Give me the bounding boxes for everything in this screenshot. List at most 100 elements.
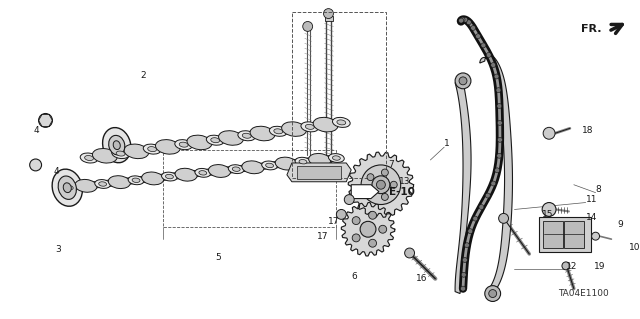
Circle shape bbox=[323, 9, 333, 19]
Circle shape bbox=[470, 26, 476, 30]
Ellipse shape bbox=[187, 135, 212, 150]
Circle shape bbox=[381, 194, 388, 200]
Ellipse shape bbox=[305, 124, 314, 130]
Ellipse shape bbox=[99, 182, 107, 186]
Text: 13: 13 bbox=[399, 177, 410, 186]
Circle shape bbox=[497, 121, 502, 125]
Circle shape bbox=[390, 181, 397, 188]
Ellipse shape bbox=[124, 144, 148, 159]
Circle shape bbox=[379, 225, 387, 233]
Ellipse shape bbox=[161, 172, 177, 181]
Circle shape bbox=[381, 169, 388, 176]
Circle shape bbox=[481, 43, 486, 48]
Circle shape bbox=[491, 63, 496, 68]
Circle shape bbox=[496, 88, 501, 93]
Text: 14: 14 bbox=[586, 213, 597, 222]
Text: 6: 6 bbox=[351, 272, 357, 281]
Bar bbox=[163, 150, 337, 227]
Circle shape bbox=[473, 216, 478, 221]
Ellipse shape bbox=[238, 131, 255, 141]
Ellipse shape bbox=[80, 153, 98, 163]
Ellipse shape bbox=[308, 153, 331, 166]
Ellipse shape bbox=[313, 117, 338, 132]
Circle shape bbox=[344, 195, 354, 204]
Circle shape bbox=[337, 210, 346, 219]
Circle shape bbox=[367, 189, 374, 196]
Text: 7: 7 bbox=[388, 160, 394, 169]
Text: 16: 16 bbox=[415, 274, 427, 283]
Polygon shape bbox=[351, 185, 379, 199]
Circle shape bbox=[491, 181, 496, 186]
Ellipse shape bbox=[108, 176, 131, 189]
Circle shape bbox=[497, 137, 502, 142]
Ellipse shape bbox=[295, 157, 311, 166]
Text: FR.: FR. bbox=[581, 24, 602, 34]
Circle shape bbox=[499, 213, 509, 223]
Circle shape bbox=[459, 18, 463, 23]
Polygon shape bbox=[455, 81, 471, 293]
Ellipse shape bbox=[206, 135, 224, 145]
Ellipse shape bbox=[219, 131, 243, 145]
Circle shape bbox=[486, 52, 491, 57]
Circle shape bbox=[494, 74, 499, 79]
Circle shape bbox=[38, 114, 52, 127]
Text: 4: 4 bbox=[34, 126, 39, 135]
Text: 17: 17 bbox=[317, 232, 328, 241]
Ellipse shape bbox=[148, 147, 157, 152]
Circle shape bbox=[29, 159, 42, 171]
Polygon shape bbox=[341, 203, 395, 256]
Circle shape bbox=[562, 262, 570, 270]
Circle shape bbox=[361, 165, 401, 204]
Circle shape bbox=[367, 174, 374, 181]
Ellipse shape bbox=[274, 129, 283, 134]
Circle shape bbox=[476, 34, 481, 39]
Circle shape bbox=[376, 180, 385, 189]
Circle shape bbox=[404, 248, 415, 258]
Circle shape bbox=[497, 104, 502, 108]
Text: 12: 12 bbox=[566, 262, 577, 271]
Text: 15: 15 bbox=[542, 210, 554, 219]
Ellipse shape bbox=[242, 161, 264, 174]
Ellipse shape bbox=[250, 126, 275, 141]
Circle shape bbox=[369, 211, 376, 219]
Bar bbox=[539, 217, 591, 252]
Circle shape bbox=[369, 239, 376, 247]
Bar bbox=[543, 221, 563, 248]
Polygon shape bbox=[324, 168, 333, 178]
Ellipse shape bbox=[116, 151, 125, 156]
Ellipse shape bbox=[102, 128, 131, 163]
Ellipse shape bbox=[333, 117, 350, 127]
Text: 1: 1 bbox=[444, 139, 450, 148]
Text: 19: 19 bbox=[594, 262, 605, 271]
Circle shape bbox=[468, 229, 473, 234]
Circle shape bbox=[467, 20, 471, 25]
Circle shape bbox=[461, 286, 465, 291]
Bar bbox=[292, 11, 386, 178]
Circle shape bbox=[372, 176, 390, 194]
Circle shape bbox=[489, 290, 497, 298]
Polygon shape bbox=[348, 152, 413, 217]
Ellipse shape bbox=[58, 176, 76, 199]
Circle shape bbox=[495, 168, 500, 173]
Ellipse shape bbox=[332, 156, 340, 160]
Text: 4: 4 bbox=[54, 167, 60, 176]
Ellipse shape bbox=[95, 180, 111, 189]
Circle shape bbox=[484, 286, 500, 301]
Circle shape bbox=[497, 153, 502, 158]
Ellipse shape bbox=[269, 126, 287, 136]
Text: 8: 8 bbox=[596, 185, 602, 194]
Ellipse shape bbox=[262, 161, 278, 170]
Circle shape bbox=[485, 193, 490, 198]
Ellipse shape bbox=[166, 174, 173, 179]
Circle shape bbox=[542, 203, 556, 216]
Ellipse shape bbox=[299, 160, 307, 164]
Ellipse shape bbox=[211, 138, 220, 143]
Circle shape bbox=[463, 257, 467, 263]
Circle shape bbox=[352, 234, 360, 242]
Ellipse shape bbox=[61, 183, 77, 192]
Ellipse shape bbox=[337, 120, 346, 125]
Polygon shape bbox=[480, 55, 513, 293]
Ellipse shape bbox=[113, 141, 120, 150]
Ellipse shape bbox=[282, 122, 307, 136]
Text: E-10: E-10 bbox=[389, 187, 415, 197]
